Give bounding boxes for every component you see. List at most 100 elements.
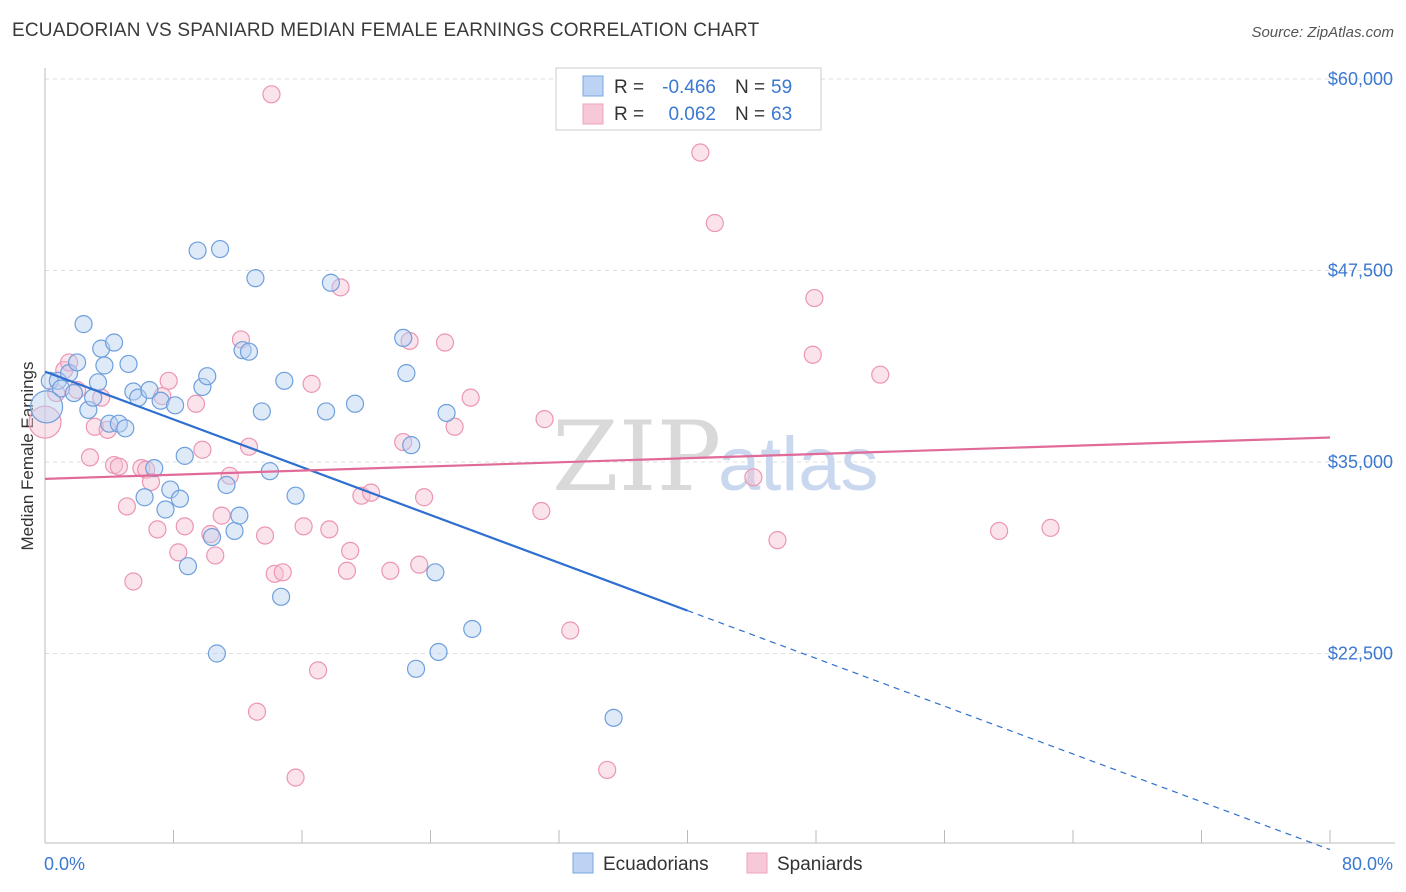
series-legend: Ecuadorians Spaniards xyxy=(572,852,863,875)
points-ecuadorians-point-39 xyxy=(239,342,259,361)
points-ecuadorians-point-15 xyxy=(116,419,135,438)
points-ecuadorians-point-22 xyxy=(151,391,170,410)
points-ecuadorians-point-24 xyxy=(161,480,180,499)
points-ecuadorians-point-32 xyxy=(202,527,222,547)
spaniards-points xyxy=(28,85,1060,787)
points-ecuadorians-point-4 xyxy=(64,383,84,403)
legend-n-value-spaniards: 63 xyxy=(771,104,792,125)
points-ecuadorians-point-36 xyxy=(225,521,244,541)
points-ecuadorians-point-5 xyxy=(68,353,87,372)
points-ecuadorians-point-30 xyxy=(193,377,212,397)
legend-r-label-2: R = xyxy=(614,104,644,125)
points-spaniards-point-16 xyxy=(148,520,167,539)
y-tick-label-1: $35,000 xyxy=(1328,452,1393,472)
points-spaniards-point-54 xyxy=(598,760,617,780)
x-tick-max: 80.0% xyxy=(1342,854,1393,874)
points-ecuadorians-point-54 xyxy=(429,642,448,662)
ecuadorians-points xyxy=(30,239,623,727)
points-spaniards-point-37 xyxy=(320,520,339,539)
points-spaniards-point-52 xyxy=(535,410,554,429)
bottom-legend-ecuadorians: Ecuadorians xyxy=(603,854,709,875)
points-ecuadorians-point-13 xyxy=(104,333,124,352)
points-ecuadorians-point-28 xyxy=(178,557,198,576)
points-spaniards-point-5 xyxy=(80,448,100,467)
legend-swatch-ecuadorians xyxy=(582,75,604,97)
points-ecuadorians-point-43 xyxy=(272,587,291,606)
points-spaniards-point-59 xyxy=(803,345,822,364)
points-ecuadorians-point-20 xyxy=(140,380,159,400)
points-spaniards-point-39 xyxy=(337,561,357,580)
points-spaniards-point-43 xyxy=(381,561,400,580)
source-label: Source: ZipAtlas.com xyxy=(1251,24,1394,41)
points-spaniards-point-63 xyxy=(262,85,281,104)
y-tick-label-2: $47,500 xyxy=(1328,261,1393,281)
points-spaniards-point-10 xyxy=(109,457,128,476)
points-spaniards-point-22 xyxy=(193,440,212,459)
points-spaniards-point-58 xyxy=(768,531,787,550)
points-spaniards-point-0 xyxy=(28,405,62,439)
points-spaniards-point-53 xyxy=(561,621,580,640)
points-spaniards-point-32 xyxy=(273,563,292,582)
points-ecuadorians-point-46 xyxy=(316,402,336,421)
points-ecuadorians-point-16 xyxy=(119,354,138,374)
points-spaniards-point-55 xyxy=(691,143,710,162)
points-ecuadorians-point-21 xyxy=(145,459,164,478)
points-spaniards-point-29 xyxy=(247,702,267,721)
bottom-legend-spaniards: Spaniards xyxy=(777,854,863,875)
gridlines xyxy=(45,78,1395,654)
points-spaniards-point-25 xyxy=(212,506,231,525)
x-tick-min: 0.0% xyxy=(44,854,85,874)
x-axis-ticks xyxy=(44,830,1331,843)
points-spaniards-point-15 xyxy=(141,472,161,492)
bottom-legend-swatch-spaniards xyxy=(746,852,768,874)
points-spaniards-point-40 xyxy=(341,541,360,560)
y-axis-title: Median Female Earnings xyxy=(18,362,37,551)
bottom-legend-swatch-ecuadorians xyxy=(572,852,594,874)
points-ecuadorians-point-11 xyxy=(95,356,114,375)
trend-spaniards xyxy=(44,436,1331,480)
y-tick-labels: $22,500 $35,000 $47,500 $60,000 xyxy=(1328,69,1393,664)
points-spaniards-point-49 xyxy=(445,417,464,436)
points-spaniards-point-8 xyxy=(98,420,117,439)
points-spaniards-point-64 xyxy=(1041,518,1060,537)
points-ecuadorians-point-49 xyxy=(394,328,413,348)
points-ecuadorians-point-58 xyxy=(30,390,64,424)
points-spaniards-point-11 xyxy=(117,497,137,516)
points-spaniards-point-50 xyxy=(461,388,480,407)
points-ecuadorians-point-26 xyxy=(170,489,190,508)
points-spaniards-point-18 xyxy=(159,371,178,390)
y-tick-label-0: $22,500 xyxy=(1328,644,1393,664)
points-ecuadorians-point-25 xyxy=(166,396,185,415)
points-ecuadorians-point-27 xyxy=(175,446,194,465)
points-spaniards-point-34 xyxy=(294,517,313,536)
points-ecuadorians-point-55 xyxy=(437,403,456,423)
legend-n-label-1: N = xyxy=(735,77,765,98)
points-spaniards-point-46 xyxy=(410,555,429,574)
points-spaniards-point-33 xyxy=(286,768,305,787)
trend-lines xyxy=(44,370,1331,851)
points-ecuadorians-point-6 xyxy=(74,315,93,334)
trend-ecuadorians-dashed xyxy=(687,610,1331,851)
watermark-atlas: atlas xyxy=(718,422,879,507)
points-ecuadorians-point-35 xyxy=(217,475,236,495)
points-ecuadorians-point-57 xyxy=(604,708,623,727)
points-spaniards-point-21 xyxy=(186,394,206,413)
trend-ecuadorians-solid xyxy=(44,370,688,612)
points-ecuadorians-point-31 xyxy=(198,367,217,386)
points-ecuadorians-point-50 xyxy=(397,364,416,383)
points-ecuadorians-point-56 xyxy=(463,619,482,639)
points-spaniards-point-20 xyxy=(175,517,194,536)
points-spaniards-point-30 xyxy=(255,526,275,545)
points-spaniards-point-19 xyxy=(169,543,188,562)
points-ecuadorians-point-29 xyxy=(188,241,207,260)
points-spaniards-point-56 xyxy=(705,213,724,233)
points-ecuadorians-point-48 xyxy=(345,394,365,413)
points-spaniards-point-47 xyxy=(414,488,434,507)
points-ecuadorians-point-34 xyxy=(210,239,230,259)
points-ecuadorians-point-19 xyxy=(135,488,154,507)
points-ecuadorians-point-53 xyxy=(426,563,445,582)
points-ecuadorians-point-51 xyxy=(402,436,421,455)
points-ecuadorians-point-47 xyxy=(321,273,341,292)
points-spaniards-point-57 xyxy=(744,468,763,487)
